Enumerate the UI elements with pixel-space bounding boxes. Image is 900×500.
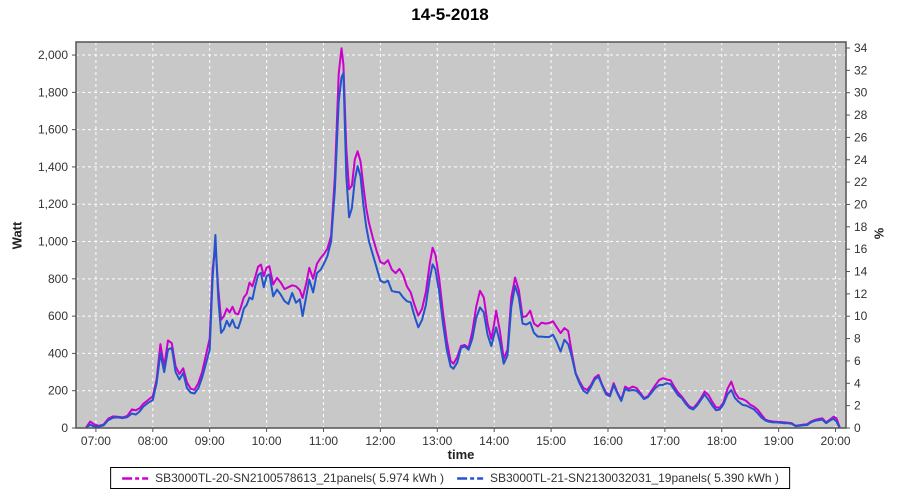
y-left-tick-label: 1,600 — [38, 123, 68, 137]
y-right-tick-label: 26 — [854, 130, 868, 144]
x-tick-label: 09:00 — [195, 434, 225, 448]
y-left-tick-label: 600 — [48, 309, 68, 323]
x-tick-label: 20:00 — [821, 434, 851, 448]
y-right-tick-label: 28 — [854, 108, 868, 122]
y-right-tick-label: 32 — [854, 63, 868, 77]
plot-border — [75, 41, 847, 429]
y-right-tick-label: 0 — [854, 421, 861, 435]
x-tick-label: 17:00 — [650, 434, 680, 448]
y-left-tick-label: 1,000 — [38, 235, 68, 249]
x-tick-label: 15:00 — [536, 434, 566, 448]
y-right-tick-label: 22 — [854, 175, 868, 189]
y-right-tick-label: 34 — [854, 41, 868, 55]
legend-entry-series1: SB3000TL-20-SN2100578613_21panels( 5.974… — [121, 471, 444, 485]
legend-line-sample-series2 — [457, 476, 483, 480]
y-right-tick-label: 14 — [854, 265, 868, 279]
legend-entry-series2: SB3000TL-21-SN2130032031_19panels( 5.390… — [456, 471, 779, 485]
legend-box: SB3000TL-20-SN2100578613_21panels( 5.974… — [110, 467, 790, 489]
y-left-tick-label: 1,400 — [38, 160, 68, 174]
x-tick-label: 10:00 — [252, 434, 282, 448]
chart-title: 14-5-2018 — [411, 5, 489, 24]
y-right-tick-label: 18 — [854, 220, 868, 234]
x-tick-label: 16:00 — [593, 434, 623, 448]
series-line-2 — [85, 72, 841, 429]
y-left-tick-label: 400 — [48, 346, 68, 360]
legend-label-series1: SB3000TL-20-SN2100578613_21panels( 5.974… — [155, 471, 444, 485]
x-tick-label: 11:00 — [309, 434, 338, 448]
y-right-tick-label: 10 — [854, 309, 868, 323]
x-tick-label: 12:00 — [365, 434, 395, 448]
x-tick-label: 13:00 — [422, 434, 452, 448]
y-right-tick-label: 24 — [854, 153, 868, 167]
y-left-tick-label: 800 — [48, 272, 68, 286]
x-tick-label: 07:00 — [81, 434, 111, 448]
y-right-tick-label: 20 — [854, 197, 868, 211]
y-right-tick-label: 12 — [854, 287, 868, 301]
y-left-tick-label: 1,800 — [38, 85, 68, 99]
x-tick-label: 08:00 — [138, 434, 168, 448]
series-line-1 — [85, 47, 841, 429]
x-tick-label: 14:00 — [479, 434, 509, 448]
y-right-tick-label: 8 — [854, 332, 861, 346]
y-left-tick-label: 2,000 — [38, 48, 68, 62]
plot-background — [76, 42, 846, 428]
y-left-tick-label: 1,200 — [38, 197, 68, 211]
y-left-tick-label: 0 — [61, 421, 68, 435]
y-right-tick-label: 4 — [854, 376, 861, 390]
x-tick-label: 18:00 — [707, 434, 737, 448]
y-right-tick-label: 6 — [854, 354, 861, 368]
y-axis-title-left: Watt — [9, 221, 25, 250]
legend-line-sample-series1 — [122, 476, 149, 480]
y-left-tick-label: 200 — [48, 384, 68, 398]
y-right-tick-label: 16 — [854, 242, 868, 256]
x-axis-title: time — [447, 447, 475, 462]
x-tick-label: 19:00 — [764, 434, 794, 448]
legend-label-series2: SB3000TL-21-SN2130032031_19panels( 5.390… — [490, 471, 779, 485]
y-axis-title-right: % — [871, 227, 887, 240]
y-right-tick-label: 30 — [854, 86, 868, 100]
y-right-tick-label: 2 — [854, 399, 861, 413]
